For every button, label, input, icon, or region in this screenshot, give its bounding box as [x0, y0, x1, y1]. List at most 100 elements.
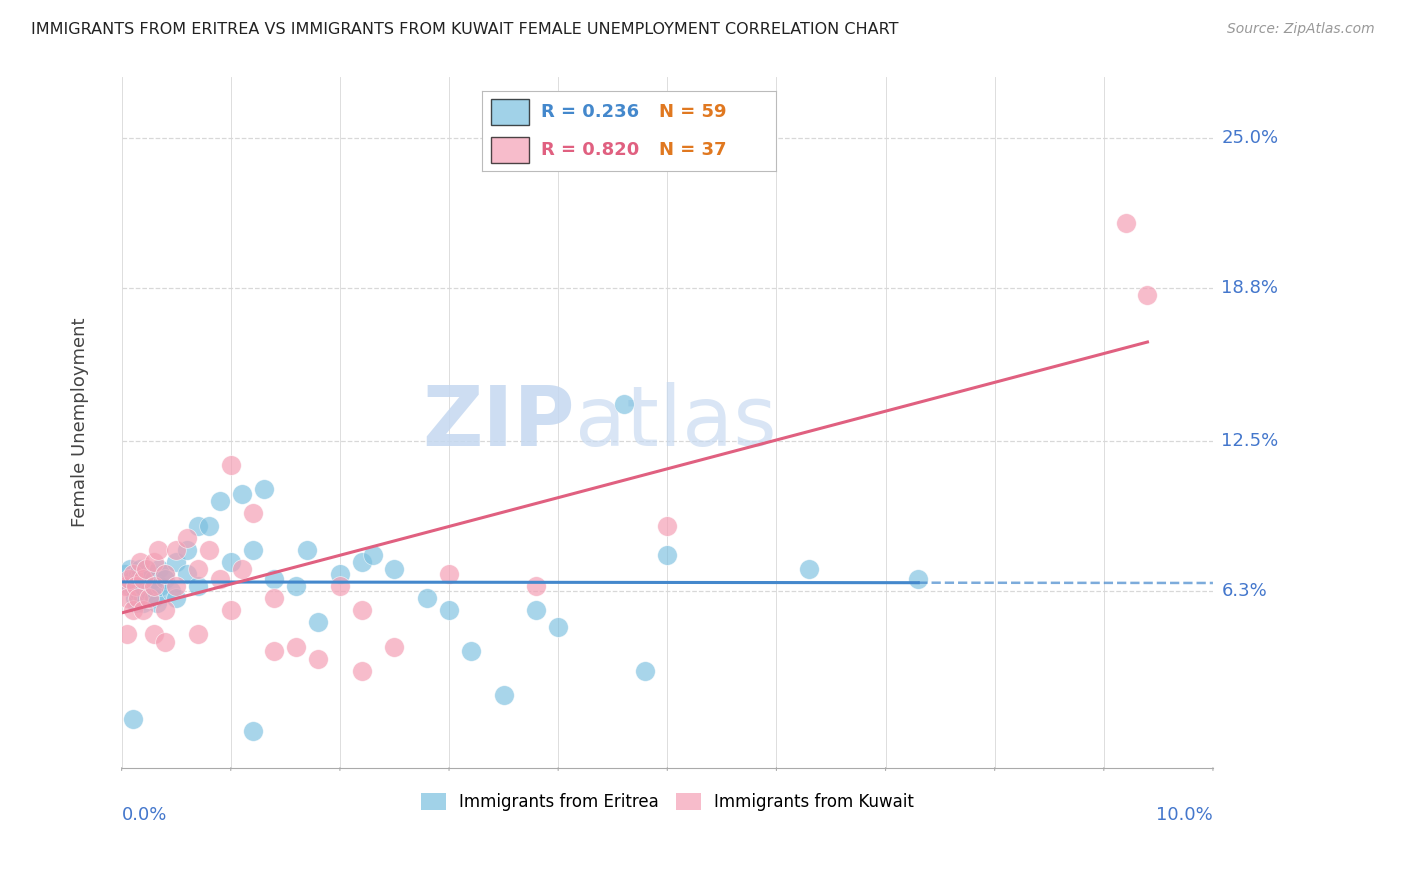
Point	[384, 562, 406, 576]
Point	[139, 566, 162, 581]
Point	[135, 572, 157, 586]
Point	[613, 397, 636, 411]
Point	[115, 572, 138, 586]
Point	[143, 627, 166, 641]
Point	[208, 494, 231, 508]
Point	[634, 664, 657, 678]
Point	[143, 591, 166, 606]
Point	[165, 591, 187, 606]
Point	[129, 555, 152, 569]
Point	[114, 566, 136, 581]
Point	[350, 603, 373, 617]
Point	[219, 458, 242, 472]
Point	[132, 579, 155, 593]
Point	[187, 518, 209, 533]
Point	[329, 579, 352, 593]
Point	[146, 542, 169, 557]
Point	[198, 518, 221, 533]
Point	[145, 596, 167, 610]
Point	[329, 566, 352, 581]
Point	[208, 572, 231, 586]
Point	[307, 651, 329, 665]
Point	[165, 579, 187, 593]
Point	[121, 712, 143, 726]
Point	[121, 566, 143, 581]
Point	[135, 562, 157, 576]
Point	[657, 518, 679, 533]
Point	[127, 583, 149, 598]
Point	[138, 591, 160, 606]
Point	[114, 579, 136, 593]
Text: Source: ZipAtlas.com: Source: ZipAtlas.com	[1227, 22, 1375, 37]
Point	[155, 603, 177, 617]
Point	[219, 603, 242, 617]
Point	[125, 596, 148, 610]
Point	[155, 634, 177, 648]
Point	[115, 627, 138, 641]
Point	[143, 555, 166, 569]
Point	[129, 562, 152, 576]
Point	[350, 555, 373, 569]
Point	[285, 579, 308, 593]
Point	[242, 724, 264, 739]
Text: IMMIGRANTS FROM ERITREA VS IMMIGRANTS FROM KUWAIT FEMALE UNEMPLOYMENT CORRELATIO: IMMIGRANTS FROM ERITREA VS IMMIGRANTS FR…	[31, 22, 898, 37]
Point	[143, 579, 166, 593]
Point	[907, 572, 929, 586]
Point	[547, 620, 569, 634]
Point	[128, 572, 150, 586]
Point	[176, 531, 198, 545]
Text: ZIP: ZIP	[422, 382, 575, 463]
Point	[1115, 216, 1137, 230]
Point	[263, 644, 285, 658]
Point	[121, 603, 143, 617]
Point	[187, 627, 209, 641]
Point	[138, 591, 160, 606]
Point	[187, 562, 209, 576]
Point	[252, 482, 274, 496]
Point	[165, 555, 187, 569]
Point	[231, 562, 253, 576]
Point	[132, 591, 155, 606]
Point	[198, 542, 221, 557]
Point	[263, 591, 285, 606]
Point	[285, 640, 308, 654]
Point	[149, 579, 172, 593]
Point	[350, 664, 373, 678]
Text: 10.0%: 10.0%	[1156, 805, 1213, 823]
Point	[143, 579, 166, 593]
Point	[120, 562, 142, 576]
Point	[176, 566, 198, 581]
Point	[132, 572, 155, 586]
Point	[135, 562, 157, 576]
Point	[129, 579, 152, 593]
Point	[307, 615, 329, 630]
Text: 25.0%: 25.0%	[1222, 129, 1278, 147]
Point	[155, 572, 177, 586]
Point	[524, 603, 547, 617]
Text: Female Unemployment: Female Unemployment	[72, 318, 89, 527]
Point	[437, 566, 460, 581]
Point	[437, 603, 460, 617]
Point	[416, 591, 439, 606]
Text: 6.3%: 6.3%	[1222, 582, 1267, 600]
Point	[155, 566, 177, 581]
Point	[361, 548, 384, 562]
Point	[127, 566, 149, 581]
Point	[176, 542, 198, 557]
Point	[242, 542, 264, 557]
Text: 12.5%: 12.5%	[1222, 432, 1278, 450]
Point	[148, 562, 170, 576]
Point	[124, 591, 146, 606]
Point	[155, 566, 177, 581]
Point	[115, 591, 138, 606]
Text: 0.0%: 0.0%	[122, 805, 167, 823]
Point	[121, 572, 143, 586]
Point	[118, 579, 141, 593]
Point	[132, 596, 155, 610]
Point	[187, 579, 209, 593]
Point	[460, 644, 482, 658]
Legend: Immigrants from Eritrea, Immigrants from Kuwait: Immigrants from Eritrea, Immigrants from…	[415, 787, 921, 818]
Point	[125, 579, 148, 593]
Point	[1136, 288, 1159, 302]
Point	[118, 572, 141, 586]
